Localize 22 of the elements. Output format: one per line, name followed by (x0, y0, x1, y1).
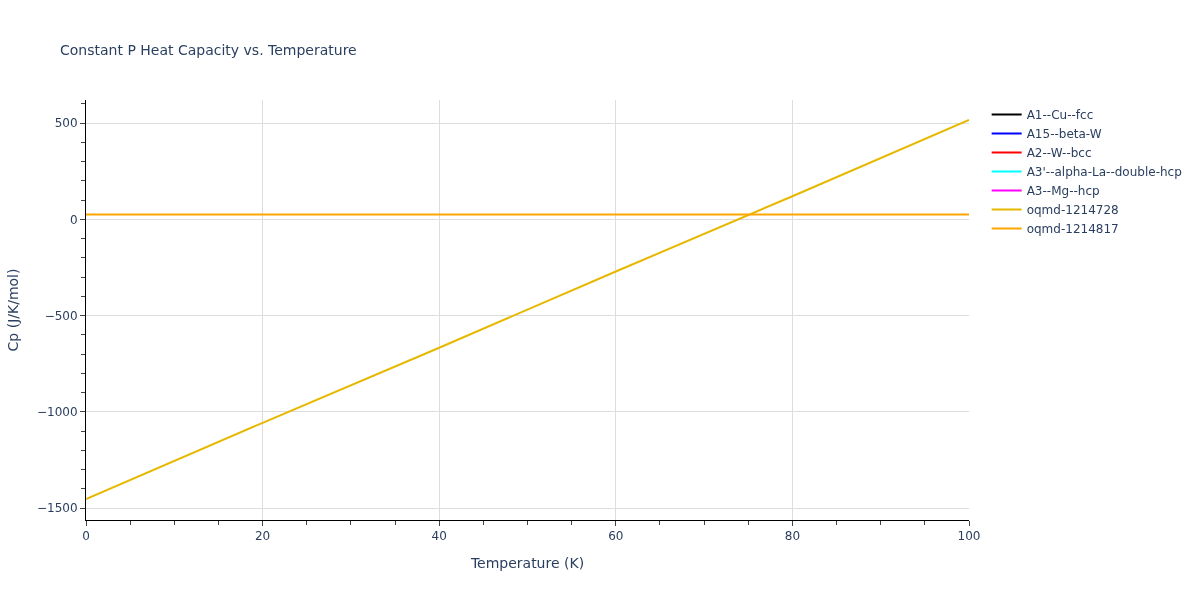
y-tick-label: −500 (44, 308, 78, 323)
chart-title: Constant P Heat Capacity vs. Temperature (60, 41, 357, 58)
x-tick-label: 40 (431, 529, 447, 544)
x-tick-label: 20 (254, 529, 271, 544)
x-tick-label: 60 (608, 529, 624, 544)
legend-label: oqmd-1214728 (1026, 203, 1119, 218)
x-axis-title: Temperature (K) (469, 554, 585, 571)
line-series (86, 119, 969, 501)
legend-label: oqmd-1214817 (1026, 222, 1119, 237)
y-tick-label: −1500 (37, 501, 78, 516)
legend-label: A2--W--bcc (1026, 146, 1092, 161)
y-axis-title: Cp (J/K/mol) (4, 268, 21, 352)
legend-label: A1--Cu--fcc (1026, 108, 1094, 123)
x-tick-label: 0 (82, 529, 90, 544)
legend-label: A3--Mg--hcp (1026, 184, 1100, 199)
x-tick-label: 80 (784, 529, 801, 544)
legend-label: A15--beta-W (1026, 127, 1102, 142)
y-tick-label: −1000 (37, 405, 78, 420)
legend-label: A3'--alpha-La--double-hcp (1026, 165, 1182, 180)
y-tick-label: 0 (69, 212, 78, 227)
x-tick-label: 100 (957, 529, 981, 544)
y-tick-label: 500 (54, 116, 78, 131)
